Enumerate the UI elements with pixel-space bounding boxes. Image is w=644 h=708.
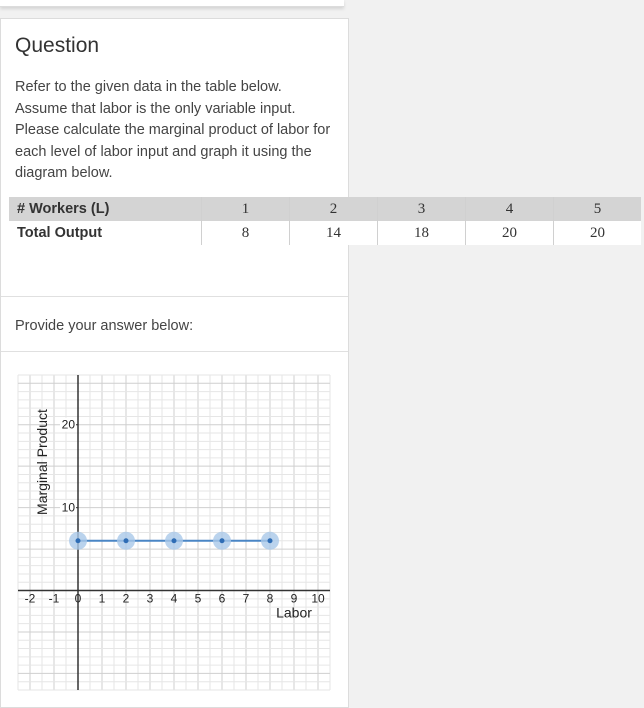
previous-card-edge xyxy=(0,0,344,7)
table-cell: 20 xyxy=(465,221,554,245)
x-tick-label: 9 xyxy=(291,592,298,606)
x-tick-label: 5 xyxy=(195,592,202,606)
row-header: # Workers (L) xyxy=(9,197,202,221)
table-row-output: Total Output 8 14 18 20 20 xyxy=(9,221,641,245)
y-tick-label: 20 xyxy=(62,418,76,432)
table-cell: 1 xyxy=(201,197,290,221)
x-axis-label: Labor xyxy=(276,605,312,621)
x-tick-label: 1 xyxy=(99,592,106,606)
data-table: # Workers (L) 1 2 3 4 5 Total Output 8 1… xyxy=(9,197,641,245)
divider xyxy=(1,351,348,352)
x-tick-label: -1 xyxy=(49,592,60,606)
y-tick-label-bg xyxy=(60,417,76,432)
x-tick-label: 0 xyxy=(75,592,82,606)
x-tick-label: 8 xyxy=(267,592,274,606)
data-point[interactable] xyxy=(219,538,225,544)
x-tick-label: 4 xyxy=(171,592,178,606)
x-tick-label: 6 xyxy=(219,592,226,606)
y-tick-label-bg xyxy=(60,500,76,515)
data-point[interactable] xyxy=(75,538,81,544)
y-tick-label: 10 xyxy=(62,501,76,515)
question-text: Refer to the given data in the table bel… xyxy=(15,79,331,181)
table-cell: 14 xyxy=(289,221,378,245)
question-title: Question xyxy=(15,34,100,57)
x-tick-label: 7 xyxy=(243,592,250,606)
table-cell: 8 xyxy=(201,221,290,245)
table-cell: 4 xyxy=(465,197,554,221)
table-cell: 20 xyxy=(553,221,641,245)
row-header: Total Output xyxy=(9,221,202,245)
divider xyxy=(1,296,348,297)
y-axis-label: Marginal Product xyxy=(34,409,50,515)
table-cell: 5 xyxy=(553,197,641,221)
data-point[interactable] xyxy=(267,538,273,544)
x-tick-label: -2 xyxy=(25,592,36,606)
x-tick-label: 10 xyxy=(311,592,325,606)
table-row-workers: # Workers (L) 1 2 3 4 5 xyxy=(9,197,641,221)
data-point[interactable] xyxy=(123,538,129,544)
data-point[interactable] xyxy=(171,538,177,544)
x-tick-label: 3 xyxy=(147,592,154,606)
table-cell: 18 xyxy=(377,221,466,245)
x-tick-label: 2 xyxy=(123,592,130,606)
table-cell: 3 xyxy=(377,197,466,221)
answer-label: Provide your answer below: xyxy=(15,318,194,334)
table-cell: 2 xyxy=(289,197,378,221)
